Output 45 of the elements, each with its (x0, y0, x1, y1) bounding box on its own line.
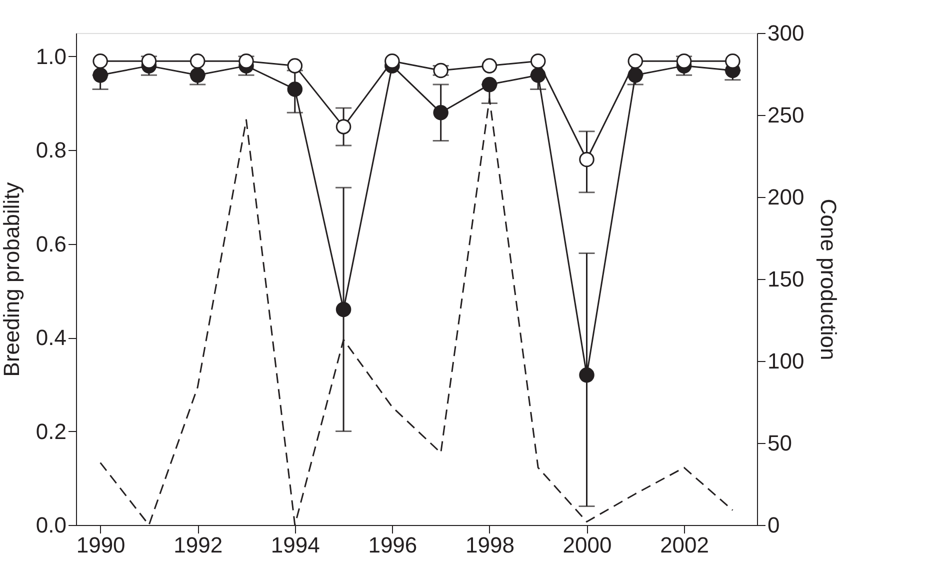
y2-tick-label: 0 (768, 512, 780, 538)
point (92, 53, 108, 69)
y2-tick-label: 250 (768, 102, 804, 128)
x-tick-label: 1994 (270, 532, 320, 558)
point (482, 76, 498, 92)
x-tick-label: 1998 (465, 532, 514, 558)
y-tick-label: 0.8 (36, 138, 66, 163)
point (287, 82, 303, 97)
point (725, 53, 740, 69)
y-tick-label: 0.6 (36, 231, 66, 256)
y-tick-label: 0.4 (36, 325, 66, 350)
x-tick-label: 2002 (660, 532, 710, 558)
x-tick-label: 2000 (562, 532, 612, 558)
x-tick-label: 1996 (368, 532, 418, 558)
y2-tick-label: 200 (768, 184, 804, 210)
point (579, 367, 594, 383)
y-axis-title: Breeding probability (0, 182, 24, 377)
point (433, 105, 448, 120)
point (628, 53, 644, 69)
y2-tick-label: 50 (768, 430, 792, 456)
y-tick-label: 0.2 (36, 418, 66, 444)
point (530, 53, 546, 69)
point (336, 119, 352, 134)
point (384, 53, 400, 69)
point (579, 152, 594, 168)
y2-tick-label: 150 (768, 266, 804, 292)
y2-axis-title: Cone production (816, 198, 842, 360)
point (433, 62, 448, 78)
point (92, 68, 108, 83)
y2-tick-label: 300 (768, 20, 804, 46)
point (190, 68, 206, 83)
point (141, 53, 157, 69)
point (190, 53, 206, 69)
point (482, 58, 498, 74)
y-tick-label: 1.0 (36, 44, 66, 69)
point (336, 302, 352, 318)
point (287, 58, 303, 74)
x-tick-label: 1992 (174, 532, 223, 558)
y-tick-label: 0.0 (36, 512, 66, 538)
point (238, 53, 254, 69)
x-tick-label: 1990 (76, 532, 126, 558)
point (676, 53, 692, 69)
point (530, 68, 546, 83)
y2-tick-label: 100 (768, 348, 804, 374)
point (628, 68, 644, 83)
